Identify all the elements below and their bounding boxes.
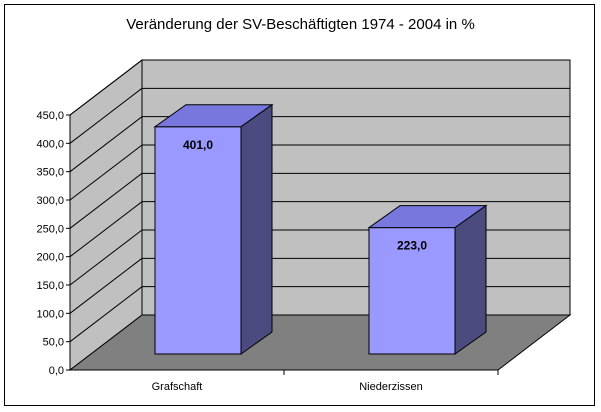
y-tick-label: 50,0 [43,337,64,349]
data-label-1: 223,0 [397,239,427,253]
bar-front-0 [154,126,242,355]
bar-side-1 [454,204,487,355]
gridline-side [69,257,143,314]
y-tick-label: 0,0 [49,365,64,377]
gridline-side [69,144,143,201]
y-tick-label: 350,0 [36,167,64,179]
floor [68,314,572,371]
y-tick-label: 400,0 [36,138,64,150]
y-tick-label: 150,0 [36,280,64,292]
gridline-side [69,229,143,286]
y-tick-label: 300,0 [36,195,64,207]
gridline-side [69,87,143,144]
data-label-0: 401,0 [183,138,213,152]
bar-side-0 [240,103,273,355]
category-label-0: Grafschaft [152,381,203,393]
y-tick-label: 450,0 [36,110,64,122]
gridline-side [69,286,143,343]
y-tick-label: 250,0 [36,223,64,235]
category-label-1: Niederzissen [359,381,423,393]
gridline-side [69,116,143,173]
gridline-side [69,59,143,116]
gridline-side [69,172,143,229]
y-tick-label: 200,0 [36,252,64,264]
y-tick-label: 100,0 [36,308,64,320]
chart-title: Veränderung der SV-Beschäftigten 1974 - … [126,16,475,33]
gridline-side [69,201,143,258]
